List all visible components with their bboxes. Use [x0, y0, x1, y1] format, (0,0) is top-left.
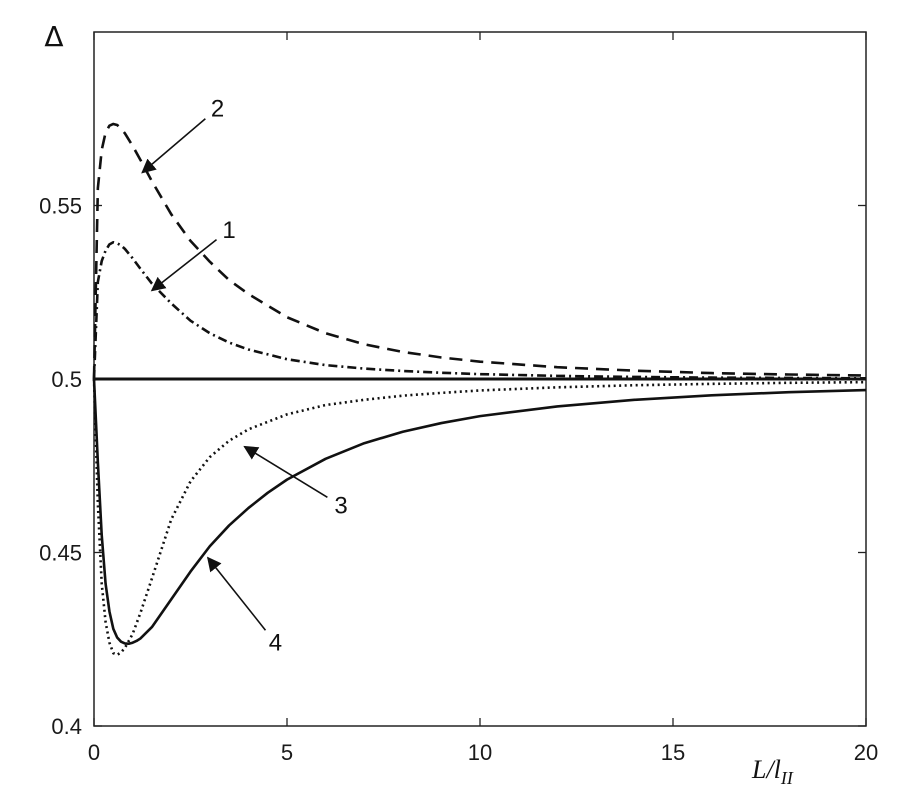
x-tick-label-2: 10 — [468, 740, 492, 765]
curve-label-3: 3 — [334, 493, 347, 520]
x-tick-label-0: 0 — [88, 740, 100, 765]
series-line-1 — [92, 240, 867, 380]
x-axis-label: L/lII — [751, 755, 794, 788]
y-tick-label-2: 0.5 — [51, 367, 82, 392]
y-axis-label: Δ — [44, 20, 63, 53]
annotation-arrow-4 — [206, 556, 267, 631]
x-tick-label-3: 15 — [661, 740, 685, 765]
annotation-arrow-1 — [150, 239, 218, 292]
series-line-3 — [92, 378, 867, 657]
curve-label-2: 2 — [211, 95, 224, 122]
y-tick-label-3: 0.55 — [39, 194, 82, 219]
x-tick-label-4: 20 — [854, 740, 878, 765]
y-tick-label-1: 0.45 — [39, 541, 82, 566]
series-group — [92, 122, 867, 657]
x-tick-label-1: 5 — [281, 740, 293, 765]
series-line-2 — [92, 122, 867, 380]
y-tick-label-0: 0.4 — [51, 714, 82, 739]
tick-marks: 0 5 10 15 20 0.4 0.45 0.5 0.55 — [39, 32, 878, 765]
annotation-arrow-3 — [243, 445, 328, 498]
series-line-4 — [92, 378, 867, 646]
x-axis-label-subscript: II — [780, 768, 794, 788]
annotations-group: 2 1 3 4 — [141, 95, 348, 657]
x-axis-label-main: L/l — [751, 755, 781, 784]
curve-label-4: 4 — [269, 630, 282, 657]
annotation-arrow-2 — [141, 118, 206, 174]
curve-label-1: 1 — [222, 217, 235, 244]
